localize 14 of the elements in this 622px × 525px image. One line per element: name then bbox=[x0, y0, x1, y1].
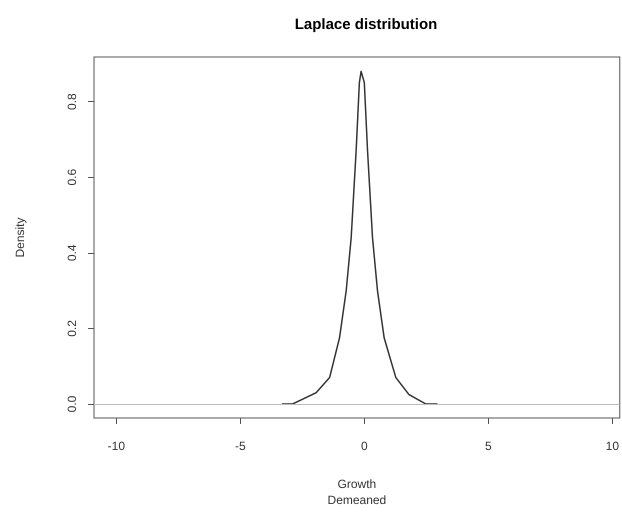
x-tick-label: 10 bbox=[606, 439, 620, 453]
x-tick-label: -5 bbox=[234, 439, 246, 453]
y-tick-label: 0.2 bbox=[65, 320, 79, 337]
y-tick-label: 0.6 bbox=[65, 168, 79, 186]
x-tick-label: -10 bbox=[108, 439, 126, 453]
chart-title: Laplace distribution bbox=[294, 16, 438, 33]
y-axis-title: Density bbox=[13, 217, 27, 258]
y-tick-label: 0.4 bbox=[65, 244, 79, 262]
x-tick-label: 0 bbox=[360, 439, 368, 453]
line-series bbox=[282, 70, 438, 405]
y-tick-label: 0.0 bbox=[65, 395, 79, 412]
x-axis-title: Growth Demeaned bbox=[328, 477, 386, 507]
y-tick-label: 0.8 bbox=[65, 92, 79, 110]
x-tick-label: 5 bbox=[484, 439, 492, 453]
